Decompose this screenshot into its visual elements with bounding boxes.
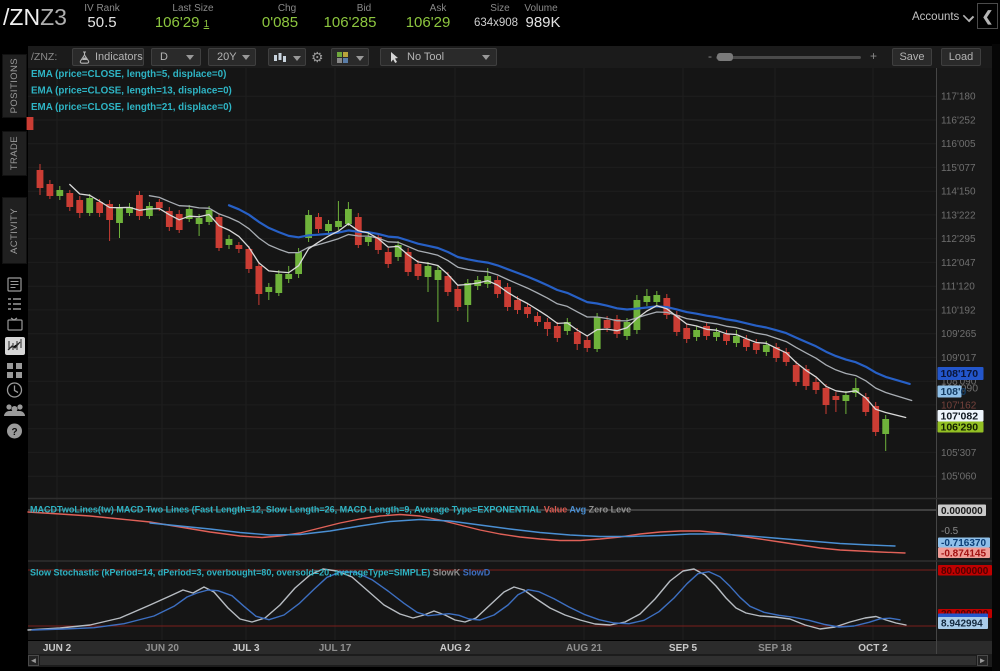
svg-text:JUN 2: JUN 2 — [43, 643, 72, 654]
svg-text:SEP 5: SEP 5 — [669, 643, 698, 654]
svg-text:113'222: 113'222 — [941, 210, 976, 221]
svg-text:-0.874145: -0.874145 — [941, 548, 986, 559]
svg-text:EMA (price=CLOSE, length=13, d: EMA (price=CLOSE, length=13, displace=0) — [31, 86, 232, 97]
svg-text:8.942994: 8.942994 — [941, 619, 983, 630]
svg-text:OCT 2: OCT 2 — [858, 643, 888, 654]
svg-text:0.000000: 0.000000 — [941, 506, 983, 517]
svg-text:105'060: 105'060 — [941, 472, 977, 483]
svg-text:Slow Stochastic (kPeriod=14, d: Slow Stochastic (kPeriod=14, dPeriod=3, … — [30, 568, 491, 578]
svg-text:112'295: 112'295 — [941, 234, 976, 245]
svg-text:?: ? — [11, 427, 17, 438]
svg-text:116'005: 116'005 — [941, 139, 976, 150]
svg-text:MACDTwoLines(tw) MACD Two Line: MACDTwoLines(tw) MACD Two Lines (Fast Le… — [30, 505, 631, 515]
svg-text:80.000000: 80.000000 — [941, 566, 989, 577]
svg-text:116'252: 116'252 — [941, 116, 976, 127]
svg-text:JUL 3: JUL 3 — [232, 643, 259, 654]
svg-text:117'180: 117'180 — [941, 92, 976, 103]
svg-text:105'307: 105'307 — [941, 448, 977, 459]
svg-text:108'170: 108'170 — [941, 368, 979, 380]
svg-text:-0.716370: -0.716370 — [941, 538, 986, 549]
svg-text:107'082: 107'082 — [941, 410, 979, 422]
svg-text:106'290: 106'290 — [941, 422, 979, 434]
svg-text:109'265: 109'265 — [941, 329, 977, 340]
svg-text:SEP 18: SEP 18 — [758, 643, 792, 654]
svg-text:AUG 2: AUG 2 — [440, 643, 471, 654]
svg-text:110'192: 110'192 — [941, 305, 976, 316]
svg-text:EMA (price=CLOSE, length=21, d: EMA (price=CLOSE, length=21, displace=0) — [31, 102, 232, 113]
svg-text:114'150: 114'150 — [941, 187, 976, 198]
svg-text:108'090: 108'090 — [941, 377, 977, 388]
svg-text:109'017: 109'017 — [941, 353, 977, 364]
svg-text:JUN 20: JUN 20 — [145, 643, 179, 654]
svg-text:108'0: 108'0 — [941, 386, 967, 398]
svg-text:JUL 17: JUL 17 — [319, 643, 352, 654]
svg-text:107'162: 107'162 — [941, 400, 977, 411]
svg-text:EMA (price=CLOSE, length=5, di: EMA (price=CLOSE, length=5, displace=0) — [31, 69, 226, 80]
svg-text:112'047: 112'047 — [941, 258, 976, 269]
svg-text:-0.5: -0.5 — [941, 526, 959, 537]
svg-text:AUG 21: AUG 21 — [566, 643, 603, 654]
svg-text:115'077: 115'077 — [941, 163, 976, 174]
svg-text:111'120: 111'120 — [941, 282, 975, 293]
